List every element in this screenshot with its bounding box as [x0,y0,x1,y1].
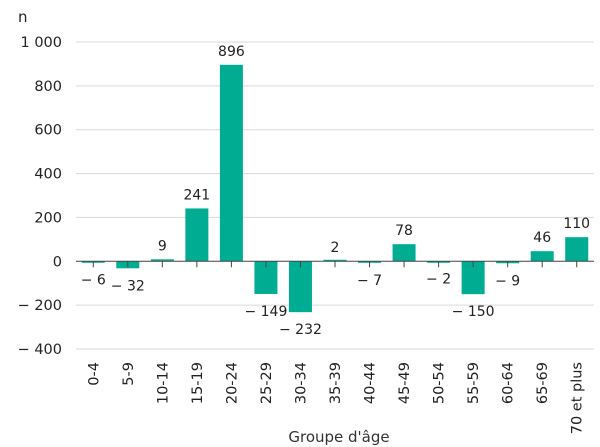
gridlines [76,41,594,350]
data-label: 46 [533,230,551,246]
data-label: 241 [183,187,210,203]
y-axis-unit-label: n [18,8,28,26]
data-label: − 32 [111,278,145,294]
bar [392,244,416,262]
x-axis-title: Groupe d'âge [288,428,389,446]
x-axis-ticks: 0-4 5-9 10-14 15-19 20-24 25-29 30-34 35-39 40-4… [86,261,586,434]
x-tick-label: 20-24 [224,362,240,404]
data-label: 896 [218,44,245,60]
bar [461,261,485,295]
x-tick-label: 50-54 [432,362,448,404]
data-label: 9 [158,238,167,254]
bar [530,251,554,262]
x-tick-label: 25-29 [259,362,275,404]
data-label: − 9 [495,273,520,289]
y-axis-ticks: − 400 − 200 0 200 400 600 800 1 000 [18,35,62,358]
data-label: − 6 [81,273,106,289]
data-label: − 232 [279,322,322,338]
data-labels: − 6 − 32 9 241 896 − 149 − 232 2 − 7 78 − 2− 150− … [81,44,590,338]
x-tick-label: 30-34 [293,362,309,404]
data-label: 2 [331,240,340,256]
y-tick-label: 800 [34,79,62,95]
x-tick-label: 60-64 [501,362,517,404]
x-tick-label: 40-44 [363,362,379,404]
bar [323,259,347,262]
y-tick-label: 1 000 [20,35,62,51]
bar [185,208,209,262]
data-label: 110 [563,216,590,232]
x-tick-label: 70 et plus [570,362,586,434]
bars [81,64,589,313]
y-tick-label: 0 [53,254,62,270]
data-label: − 2 [426,272,451,288]
data-label: 78 [395,223,413,239]
bar [254,261,278,294]
x-tick-label: 55-59 [466,362,482,404]
y-tick-label: − 400 [18,342,62,358]
y-tick-label: − 200 [18,298,62,314]
x-tick-label: 65-69 [535,362,551,404]
bar [150,259,174,262]
x-tick-label: 15-19 [190,362,206,404]
data-label: − 7 [357,273,382,289]
x-tick-label: 10-14 [155,362,171,404]
y-tick-label: 400 [34,167,62,183]
x-tick-label: 35-39 [328,362,344,404]
bar [219,64,243,262]
data-label: − 150 [452,304,495,320]
data-label: − 149 [244,304,287,320]
y-tick-label: 200 [34,210,62,226]
x-tick-label: 0-4 [86,362,102,386]
x-tick-label: 5-9 [121,362,137,386]
y-tick-label: 600 [34,123,62,139]
x-tick-label: 45-49 [397,362,413,404]
bar [565,237,589,262]
bar [288,261,312,313]
